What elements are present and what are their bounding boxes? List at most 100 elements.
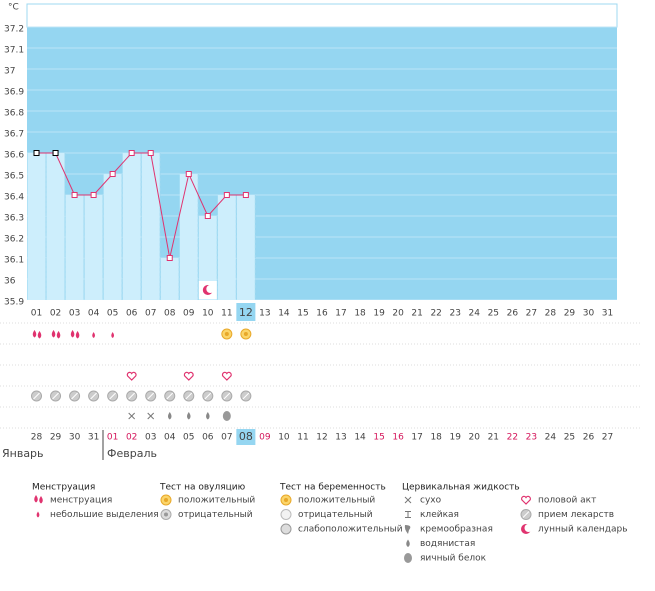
pill-line [33, 392, 40, 400]
moon-cut [524, 524, 533, 532]
day-label: 03 [69, 309, 80, 319]
temperature-point [71, 192, 78, 198]
sticky-icon [405, 511, 411, 518]
dry-icon [147, 412, 155, 420]
cycle-date: 05 [183, 433, 194, 443]
legend-item: прием лекарств [538, 510, 614, 520]
drop-icon [32, 330, 37, 338]
pill-line [522, 511, 530, 518]
day-label: 27 [526, 309, 537, 319]
drop-icon [56, 331, 61, 339]
day-label: 16 [316, 309, 328, 319]
cycle-date: 13 [335, 433, 346, 443]
y-tick-label: 37.1 [4, 46, 24, 56]
drop-icon [37, 331, 42, 339]
cycle-date: 07 [221, 433, 232, 443]
drop-icon [51, 330, 56, 338]
temperature-point [223, 192, 230, 198]
cycle-date: 31 [88, 433, 99, 443]
legend-item: небольшие выделения [50, 510, 159, 520]
day-label: 01 [31, 309, 42, 319]
temperature-bar [103, 174, 122, 300]
temperature-point [109, 171, 116, 177]
day-label: 08 [164, 309, 176, 319]
cycle-date: 29 [50, 433, 62, 443]
pill-line [223, 392, 231, 400]
day-label: 20 [392, 309, 404, 319]
temperature-point [52, 150, 59, 156]
temperature-point [185, 171, 192, 177]
pill-line [71, 392, 78, 400]
legend-title: Тест на овуляцию [159, 483, 246, 493]
temperature-bar [198, 216, 217, 300]
cycle-date: 04 [164, 433, 176, 443]
pill-line [242, 392, 250, 400]
day-label: 23 [449, 309, 460, 319]
legend-item: водянистая [420, 539, 475, 549]
highlight-day [236, 303, 256, 321]
cycle-date: 08 [239, 430, 253, 443]
heart-icon [126, 371, 137, 381]
y-tick-label: 36.9 [4, 88, 24, 98]
day-label: 09 [183, 309, 195, 319]
y-unit: °C [8, 3, 19, 13]
temperature-point [204, 213, 211, 219]
cycle-date: 28 [31, 433, 43, 443]
temperature-bar [65, 195, 84, 300]
legend-title: Тест на беременность [279, 483, 386, 493]
day-label: 31 [602, 309, 613, 319]
day-label: 29 [564, 309, 576, 319]
cycle-date: 21 [488, 433, 499, 443]
day-label: 05 [107, 309, 118, 319]
legend-title: Цервикальная жидкость [402, 483, 520, 493]
y-tick-label: 36.8 [4, 109, 24, 119]
cycle-date: 19 [449, 433, 461, 443]
heart-icon [221, 371, 232, 381]
pill-line [185, 392, 193, 400]
y-tick-label: 36.4 [4, 193, 24, 203]
day-label: 12 [239, 306, 253, 319]
month-label: Январь [2, 447, 44, 460]
temperature-point [33, 150, 40, 156]
day-label: 15 [297, 309, 308, 319]
day-label: 28 [545, 309, 557, 319]
cycle-date: 15 [373, 433, 384, 443]
cycle-date: 22 [507, 433, 518, 443]
temperature-bar [46, 153, 65, 300]
legend-item: половой акт [538, 496, 596, 506]
drop-icon [406, 539, 410, 547]
temperature-bar [179, 174, 198, 300]
cycle-date: 06 [202, 433, 214, 443]
cycle-date: 14 [354, 433, 366, 443]
cycle-date: 18 [430, 433, 442, 443]
ovulation-dot [243, 332, 248, 336]
drop-icon [92, 332, 96, 338]
pill-line [109, 392, 116, 400]
pill-line [166, 392, 174, 400]
temperature-bar [236, 195, 255, 300]
neg-preg-icon [280, 509, 292, 520]
y-tick-label: 36.5 [4, 172, 24, 182]
cycle-date: 17 [411, 433, 422, 443]
y-tick-label: 35.9 [4, 298, 24, 308]
legend-item: менструация [50, 496, 112, 506]
day-label: 10 [202, 309, 214, 319]
day-label: 24 [469, 309, 481, 319]
temperature-point [147, 150, 154, 156]
pill-line [128, 392, 136, 400]
cycle-date: 02 [126, 433, 137, 443]
cycle-date: 24 [545, 433, 557, 443]
temperature-bar [122, 153, 141, 300]
cycle-date: 09 [259, 433, 271, 443]
dry-icon [128, 412, 136, 420]
drop-icon [111, 332, 115, 338]
heart-icon [183, 371, 194, 381]
neg-dot [164, 512, 168, 517]
drop-icon [34, 495, 38, 503]
temperature-bar [217, 195, 236, 300]
drop-icon [206, 412, 210, 420]
y-tick-label: 37 [4, 67, 15, 77]
legend-item: клейкая [420, 510, 459, 520]
cycle-date: 12 [316, 433, 327, 443]
day-label: 02 [50, 309, 61, 319]
